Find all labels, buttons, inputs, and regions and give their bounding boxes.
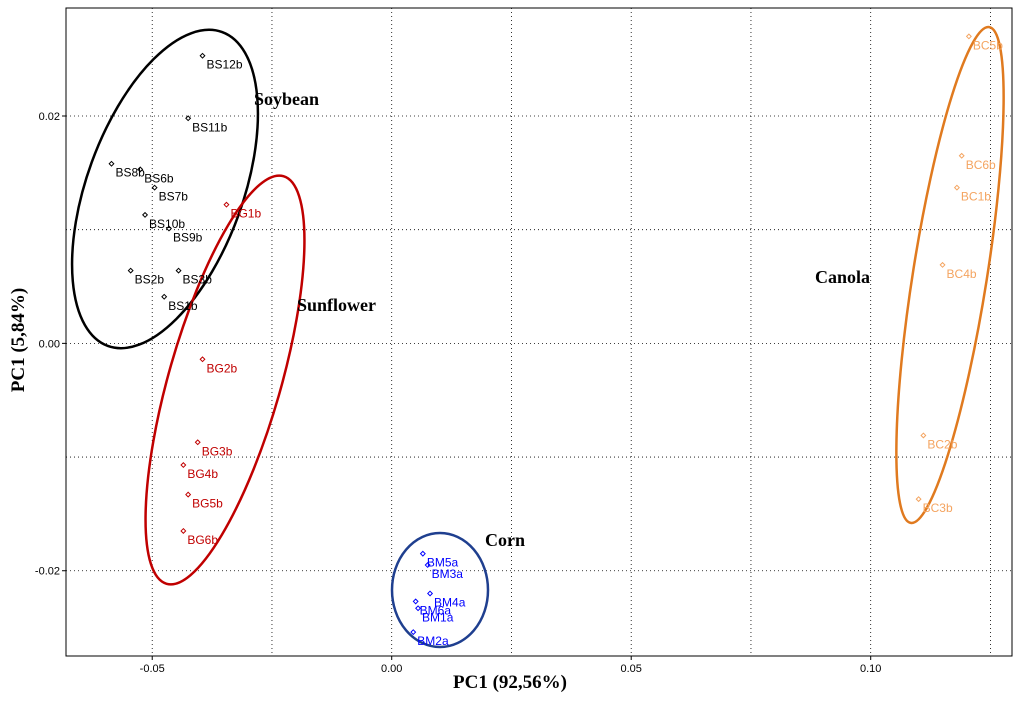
soybean-point-marker	[165, 225, 172, 232]
canola-point-marker	[915, 496, 922, 503]
canola-point-marker	[958, 152, 965, 159]
canola-point-label: BC4b	[947, 267, 977, 281]
x-tick-label: 0.10	[860, 663, 881, 675]
soybean-point-marker	[137, 166, 144, 173]
group-labels: Soybean Sunflower Corn Canola	[254, 89, 870, 550]
y-tick-label: 0.00	[39, 338, 60, 350]
sunflower-point-label: BG4b	[187, 467, 218, 481]
sunflower-point-marker	[180, 462, 187, 469]
sunflower-point-label: BG5b	[192, 497, 223, 511]
canola-group-label: Canola	[815, 267, 870, 287]
corn-point-marker	[427, 590, 434, 597]
sunflower-point-marker	[180, 527, 187, 534]
corn-point-label: BM2a	[417, 634, 449, 648]
corn-point-label: BM4a	[434, 595, 466, 609]
soybean-point-marker	[161, 293, 168, 300]
corn-point-label: BM3a	[432, 567, 464, 581]
sunflower-point-label: BG2b	[207, 361, 238, 375]
soybean-point-marker	[151, 184, 158, 191]
soybean-point-label: BS10b	[149, 217, 185, 231]
canola-point-label: BC6b	[966, 158, 996, 172]
y-axis-label: PC1 (5,84%)	[8, 288, 29, 392]
canola-point-label: BC3b	[923, 501, 953, 515]
corn-point-marker	[419, 550, 426, 557]
canola-point-marker	[953, 184, 960, 191]
soybean-point-marker	[127, 267, 134, 274]
sunflower-point-label: BG3b	[202, 444, 233, 458]
sunflower-point-marker	[199, 356, 206, 363]
canola-point-marker	[965, 33, 972, 40]
canola-ellipse	[895, 25, 1005, 525]
sunflower-ellipse	[144, 174, 306, 586]
soybean-ellipse	[70, 28, 260, 350]
canola-point-label: BC1b	[961, 190, 991, 204]
sunflower-point-marker	[223, 201, 230, 208]
soybean-point-label: BS12b	[207, 58, 243, 72]
soybean-point-marker	[108, 160, 115, 167]
soybean-group-label: Soybean	[254, 89, 319, 109]
x-axis-label: PC1 (92,56%)	[453, 672, 567, 693]
soybean-point-label: BS9b	[173, 231, 203, 245]
canola-point-marker	[939, 261, 946, 268]
soybean-point-marker	[199, 52, 206, 59]
sunflower-point-label: BG6b	[187, 533, 218, 547]
plot-frame	[65, 7, 1013, 657]
x-tick-label: 0.05	[620, 663, 641, 675]
soybean-point-marker	[185, 115, 192, 122]
sunflower-group-label: Sunflower	[297, 295, 376, 315]
soybean-point-marker	[142, 211, 149, 218]
soybean-point-label: BS7b	[159, 190, 189, 204]
sunflower-point-marker	[185, 491, 192, 498]
canola-point-marker	[920, 432, 927, 439]
soybean-point-label: BS6b	[144, 171, 174, 185]
y-axis-ticks: 0.02 0.00 -0.02	[35, 111, 66, 578]
grid-lines	[66, 8, 1012, 656]
x-tick-label: -0.05	[140, 663, 165, 675]
corn-ellipse	[390, 531, 490, 649]
canola-point-label: BC5b	[973, 38, 1003, 52]
corn-point-marker	[415, 605, 422, 612]
sunflower-point-label: BG1b	[230, 207, 261, 221]
x-axis-ticks: -0.05 0.00 0.05 0.10	[140, 656, 881, 675]
corn-point-label: BM1a	[422, 610, 454, 624]
soybean-point-label: BS1b	[168, 299, 198, 313]
soybean-point-label: BS11b	[192, 120, 227, 134]
canola-point-label: BC2b	[927, 437, 957, 451]
corn-group-label: Corn	[485, 530, 525, 550]
corn-point-marker	[410, 629, 417, 636]
corn-point-marker	[424, 562, 431, 569]
corn-point-marker	[412, 598, 419, 605]
y-tick-label: -0.02	[35, 566, 60, 578]
corn-point-label: BM5a	[427, 556, 459, 570]
x-tick-label: 0.00	[381, 663, 402, 675]
sunflower-point-marker	[194, 439, 201, 446]
plot-background	[66, 8, 1012, 656]
group-ellipses	[70, 25, 1005, 649]
y-tick-label: 0.02	[39, 111, 60, 123]
soybean-point-marker	[175, 267, 182, 274]
soybean-point-label: BS2b	[135, 273, 165, 287]
soybean-point-label: BS3b	[183, 273, 213, 287]
corn-point-label: BM6a	[420, 603, 452, 617]
